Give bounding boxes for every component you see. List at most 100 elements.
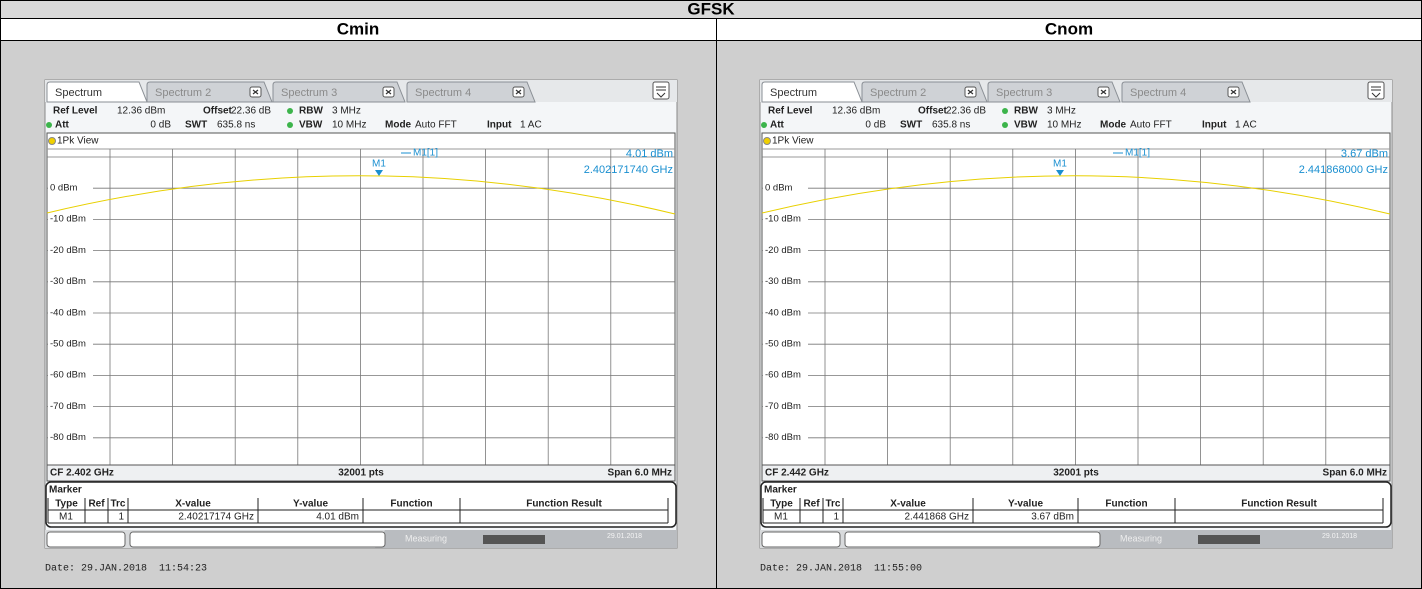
status-led (287, 108, 293, 114)
setting-offset: 22.36 dB (946, 106, 986, 117)
column-header: Ref (803, 499, 820, 510)
tab-close-x (1100, 89, 1107, 95)
setting-mode: Auto FFT (1130, 120, 1172, 131)
tab-close-x (1230, 89, 1237, 95)
footer-points: 32001 pts (1053, 468, 1099, 479)
y-label-bg (48, 400, 93, 413)
setting-input: 1 AC (520, 120, 542, 131)
setting-att: 0 dB (150, 120, 171, 131)
timestamp: Date: 29.JAN.2018 11:55:00 (760, 564, 922, 575)
y-label-bg (48, 275, 93, 288)
status-box (844, 531, 1101, 548)
y-label-bg (48, 306, 93, 319)
setting-vbw-label: VBW (1014, 120, 1038, 131)
y-label: -10 dBm (50, 214, 86, 225)
setting-rbw: 3 MHz (332, 106, 361, 117)
setting-ref-level-label: Ref Level (768, 106, 813, 117)
tab-close-x (385, 89, 392, 95)
y-label: -30 dBm (50, 276, 86, 287)
footer-bar (761, 464, 1391, 482)
y-label-bg (48, 244, 93, 257)
column-header: Function Result (526, 499, 602, 510)
y-label: -10 dBm (765, 214, 801, 225)
status-state: Measuring (1120, 533, 1162, 543)
marker-table-title: Marker (764, 485, 797, 496)
cell-y-value: 4.01 dBm (316, 512, 359, 523)
y-label-bg (48, 182, 93, 194)
tab-label: Spectrum (55, 87, 102, 99)
setting-mode-label: Mode (385, 120, 412, 131)
status-led (761, 122, 767, 128)
column-header: Type (770, 499, 793, 510)
setting-ref-level: 12.36 dBm (117, 106, 165, 117)
cell-trc: 1 (833, 512, 839, 523)
setting-vbw-label: VBW (299, 120, 323, 131)
trace (46, 175, 676, 215)
tab-label: Spectrum 3 (281, 87, 337, 99)
setting-ref-level: 12.36 dBm (832, 106, 880, 117)
view-label: 1Pk View (57, 136, 99, 147)
tab-close-x (252, 89, 259, 95)
column-heading: Cnom (1045, 19, 1093, 38)
y-label: 0 dBm (50, 183, 78, 194)
y-label: -60 dBm (765, 370, 801, 381)
setting-rbw-label: RBW (1014, 106, 1038, 117)
y-label: -40 dBm (50, 307, 86, 318)
progress-bar (1198, 535, 1260, 544)
progress-bar (483, 535, 545, 544)
y-label-bg (48, 213, 93, 226)
column-header: Ref (88, 499, 105, 510)
tab-label: Spectrum 2 (870, 87, 926, 99)
column-header: Function (390, 499, 432, 510)
marker-readout: M1[1] (413, 148, 438, 159)
view-dot (48, 137, 56, 145)
y-label: -70 dBm (765, 401, 801, 412)
tab (987, 81, 1121, 103)
setting-vbw: 10 MHz (1047, 120, 1081, 131)
status-box (761, 531, 841, 548)
tab-label: Spectrum 2 (155, 87, 211, 99)
view-label: 1Pk View (772, 136, 814, 147)
column-header: X-value (890, 499, 926, 510)
column-header: X-value (175, 499, 211, 510)
column-header: Type (55, 499, 78, 510)
column-heading: Cmin (337, 19, 380, 38)
y-label-bg (48, 369, 93, 382)
column-header: Function (1105, 499, 1147, 510)
y-label: 0 dBm (765, 183, 793, 194)
setting-offset-label: Offset (203, 106, 233, 117)
setting-swt: 635.8 ns (217, 120, 255, 131)
y-label-bg (763, 369, 808, 382)
status-date: 29.01.2018 (1322, 533, 1357, 540)
heading-row (0, 18, 1422, 41)
marker-table-title: Marker (49, 485, 82, 496)
menu-icon-glyph (656, 86, 666, 98)
marker-readout: M1[1] (1125, 148, 1150, 159)
y-label-bg (763, 244, 808, 257)
marker-table (760, 481, 1392, 528)
setting-input: 1 AC (1235, 120, 1257, 131)
setting-offset: 22.36 dB (231, 106, 271, 117)
marker-label: M1 (1053, 159, 1067, 170)
y-label-bg (763, 306, 808, 319)
setting-offset-label: Offset (918, 106, 948, 117)
setting-mode-label: Mode (1100, 120, 1127, 131)
setting-swt: 635.8 ns (932, 120, 970, 131)
setting-ref-level-label: Ref Level (53, 106, 98, 117)
status-box (46, 531, 126, 548)
marker-table (45, 481, 677, 528)
plot-frame (46, 132, 676, 466)
plot-frame (761, 132, 1391, 466)
marker-label: M1 (372, 159, 386, 170)
y-label: -40 dBm (765, 307, 801, 318)
setting-input-label: Input (487, 120, 512, 131)
cell-x-value: 2.441868 GHz (905, 512, 970, 523)
table-title: GFSK (687, 0, 735, 18)
y-label: -80 dBm (765, 432, 801, 443)
setting-vbw: 10 MHz (332, 120, 366, 131)
y-label: -70 dBm (50, 401, 86, 412)
y-label: -30 dBm (765, 276, 801, 287)
setting-swt-label: SWT (900, 120, 922, 131)
y-label-bg (763, 275, 808, 288)
analyzer-screen: Spectrum Spectrum 2 Spectrum 3 Spectrum 4 Re… (44, 79, 678, 575)
